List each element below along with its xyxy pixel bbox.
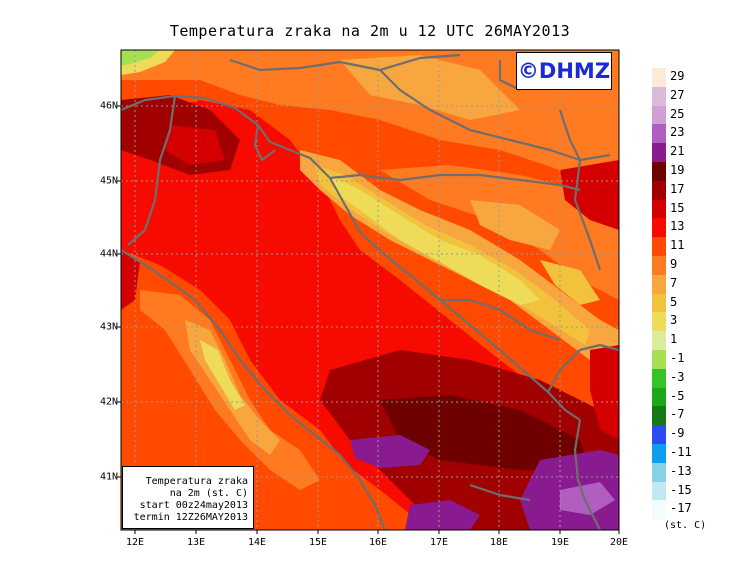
y-tick-label: 46N [99,100,118,112]
x-tick-label: 17E [429,537,449,548]
legend-swatch [652,68,666,88]
legend-label: 23 [670,125,685,140]
legend-label: 7 [670,275,678,290]
legend-swatch [652,199,666,219]
legend-swatch [652,218,666,238]
legend-label: 5 [670,294,678,309]
legend-swatch [652,256,666,276]
legend-unit: (st. C) [664,520,707,531]
x-tick-label: 18E [489,537,509,548]
legend-label: -1 [670,351,685,365]
legend-label: 27 [670,87,685,102]
y-tick-label: 45N [99,175,118,187]
legend-swatch [652,481,666,501]
info-line-4: termin 12Z26MAY2013 [133,512,248,523]
legend-swatch [652,350,666,370]
legend-label: -7 [670,407,685,422]
x-tick-label: 14E [247,537,267,548]
legend-swatch [652,124,666,144]
legend-label: 19 [670,163,685,177]
info-line-3: start 00z24may2013 [139,500,248,511]
info-line-1: Temperatura zraka [145,476,248,487]
legend-swatch [652,312,666,332]
legend-swatch [652,331,666,351]
x-tick-label: 15E [308,537,328,548]
y-tick-label: 41N [99,471,118,483]
map-title: Temperatura zraka na 2m u 12 UTC 26MAY20… [169,22,571,40]
legend-label: -11 [670,445,692,459]
coastlines-borders [121,53,619,530]
legend-swatch [652,387,666,407]
legend-label: -5 [670,388,685,403]
legend-swatch [652,274,666,295]
x-tick-label: 19E [550,537,570,548]
legend-swatch [652,105,666,125]
y-tick-label: 42N [99,396,118,408]
legend-swatch [652,425,666,445]
legend-label: -9 [670,426,685,441]
legend-label: 17 [670,181,685,196]
legend-swatch [652,500,666,520]
legend-label: 29 [670,69,685,83]
legend-label: 1 [670,332,678,347]
legend-swatch [652,180,666,201]
legend-label: -15 [670,482,692,497]
plot-frame [120,49,620,531]
legend-label: 21 [670,144,685,159]
legend-label: -3 [670,369,685,384]
legend-swatch [652,406,666,426]
legend-swatch [652,86,666,107]
info-box: Temperatura zraka na 2m (st. C) start 00… [122,466,254,529]
temperature-field [121,50,619,530]
x-tick-label: 13E [186,537,206,548]
legend-label: 11 [670,238,685,253]
x-tick-label: 20E [609,537,629,548]
legend-label: 9 [670,257,678,271]
legend-label: -13 [670,463,692,478]
dhmz-badge: ©DHMZ [516,52,612,90]
legend-swatch [652,143,666,163]
y-tick-label: 43N [99,321,118,333]
legend-swatch [652,293,666,313]
x-tick-label: 16E [368,537,388,548]
legend-swatch [652,444,666,464]
y-tick-label: 44N [99,248,118,260]
legend-label: -17 [670,501,692,516]
info-line-2: na 2m (st. C) [169,488,248,499]
legend-label: 25 [670,106,685,121]
legend-swatch [652,368,666,389]
legend-label: 13 [670,219,685,234]
legend-label: 15 [670,200,685,215]
legend-swatch [652,237,666,257]
legend-swatch [652,462,666,483]
legend-label: 3 [670,313,678,328]
legend-swatch [652,162,666,182]
x-tick-label: 12E [125,537,145,548]
